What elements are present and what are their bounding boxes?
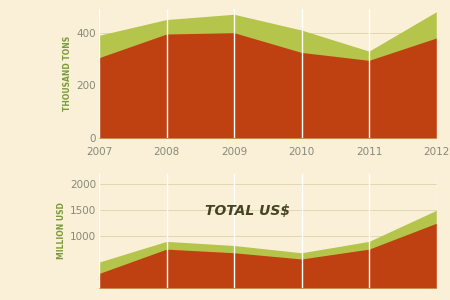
Y-axis label: THOUSAND TONS: THOUSAND TONS <box>63 36 72 111</box>
Text: TOTAL US$: TOTAL US$ <box>205 204 290 218</box>
Text: 2007: 2007 <box>86 147 112 158</box>
Text: 2012: 2012 <box>423 147 450 158</box>
Y-axis label: MILLION USD: MILLION USD <box>57 202 66 260</box>
Text: 2009: 2009 <box>221 147 247 158</box>
Text: 2010: 2010 <box>288 147 315 158</box>
Text: 2011: 2011 <box>356 147 382 158</box>
Text: 2008: 2008 <box>153 147 180 158</box>
